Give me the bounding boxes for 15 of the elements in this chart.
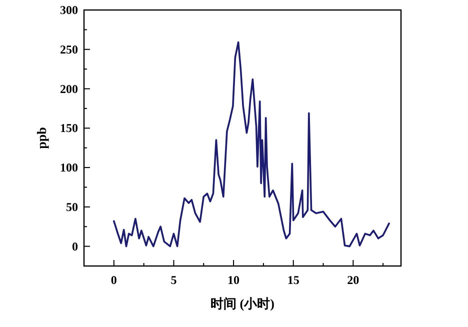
x-axis-title: 时间 (小时) <box>210 296 274 311</box>
x-tick-label: 15 <box>287 273 300 287</box>
line-series <box>113 41 390 248</box>
y-tick-label: 200 <box>60 82 78 96</box>
y-tick-label: 0 <box>72 239 78 254</box>
y-axis-title: ppb <box>34 127 49 149</box>
x-tick-label: 0 <box>110 273 117 287</box>
y-tick-label: 250 <box>60 42 78 56</box>
y-tick-label: 300 <box>60 3 78 17</box>
y-tick-label: 100 <box>60 160 78 175</box>
y-tick-label: 50 <box>66 200 78 214</box>
x-tick-label: 10 <box>228 273 240 287</box>
x-tick-label: 5 <box>170 273 177 287</box>
x-tick-label: 20 <box>347 273 360 287</box>
y-tick-label: 150 <box>60 121 78 136</box>
